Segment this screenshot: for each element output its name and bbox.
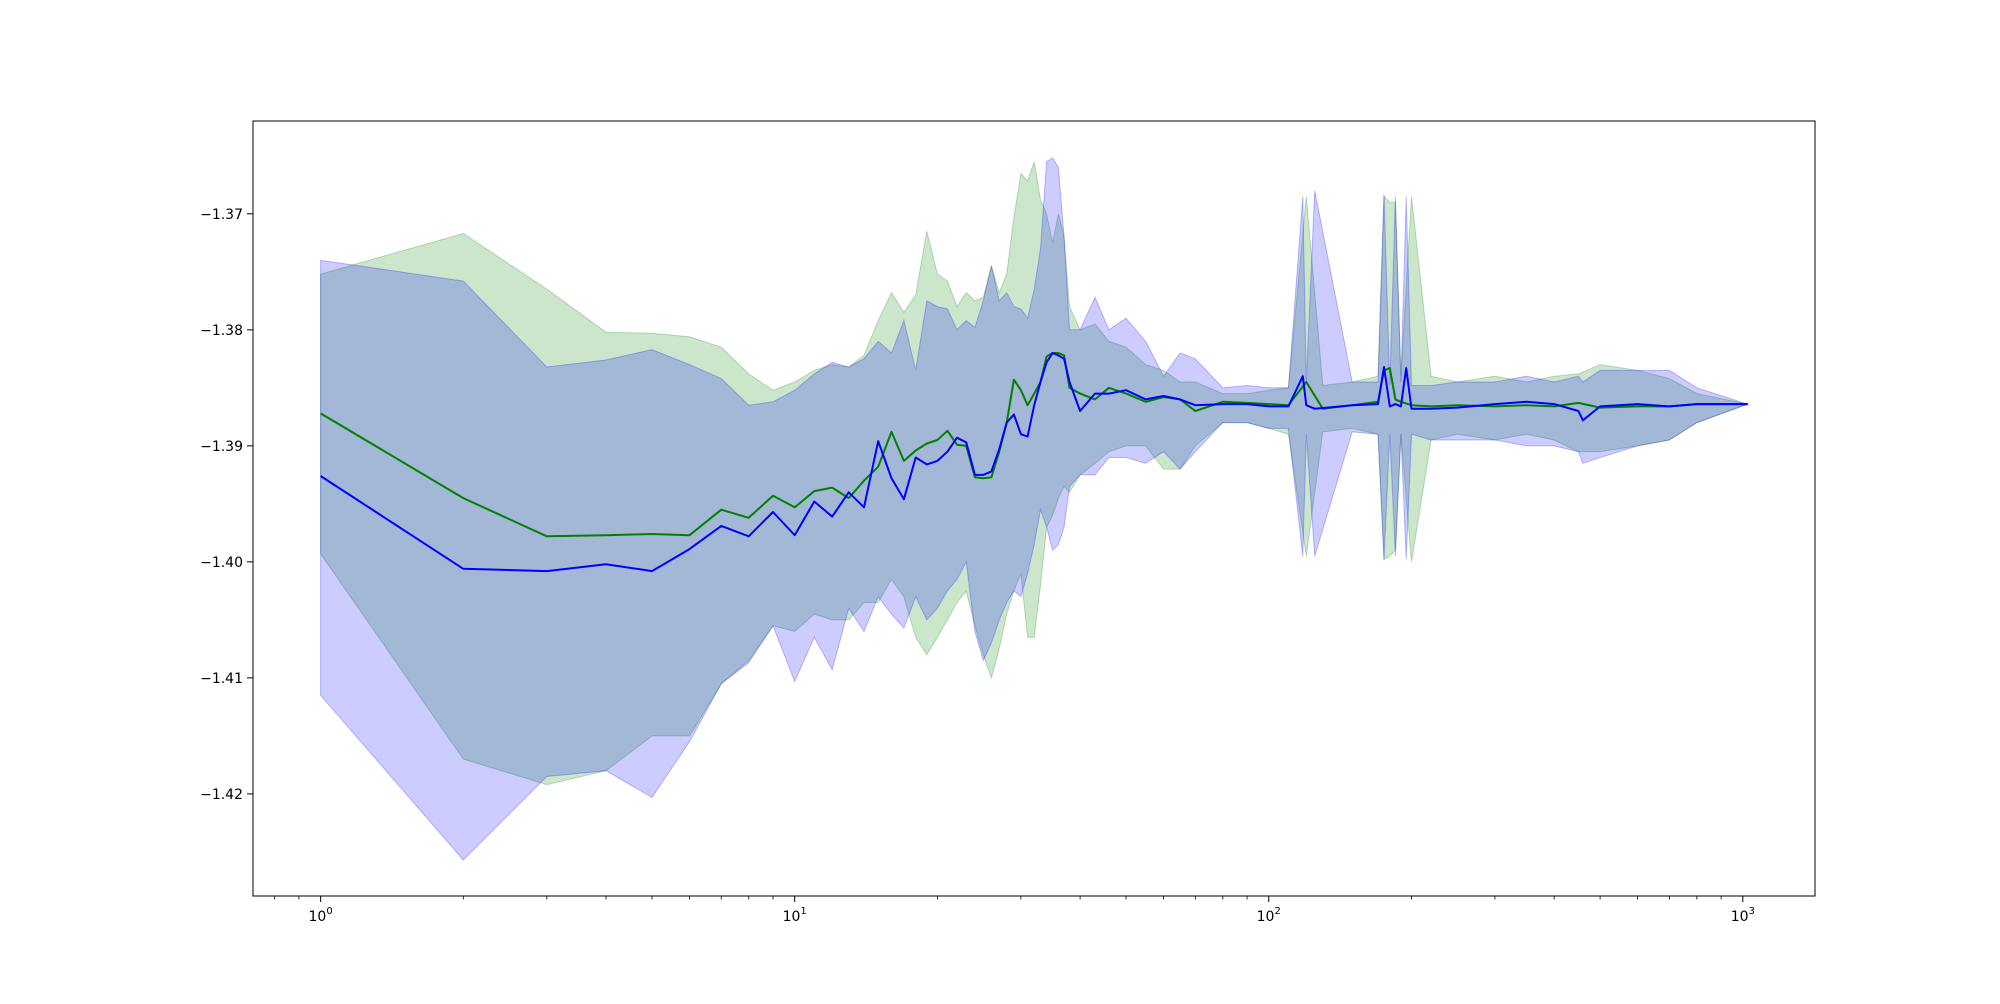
lines-layer (320, 352, 1748, 573)
y-axis: −1.37 −1.38 −1.39 −1.40 −1.41 −1.42 (200, 207, 253, 803)
x-tick-label-0: 100 (309, 906, 333, 925)
series-0-line (320, 352, 1748, 538)
y-tick-label-3: −1.40 (200, 555, 243, 571)
series-1-band (320, 157, 1750, 861)
plot-frame (252, 120, 1816, 897)
y-tick-label-0: −1.37 (200, 207, 243, 223)
y-tick-label-2: −1.39 (200, 439, 243, 455)
y-tick-label-5: −1.42 (200, 787, 243, 803)
x-tick-label-3: 103 (1731, 906, 1755, 925)
y-tick-label-4: −1.41 (200, 671, 243, 687)
x-axis: 100 101 102 103 (274, 896, 1755, 925)
bands-layer (320, 157, 1750, 861)
y-tick-label-1: −1.38 (200, 323, 243, 339)
x-tick-label-1: 101 (783, 906, 807, 925)
x-tick-label-2: 102 (1257, 906, 1281, 925)
series-1-line (320, 352, 1748, 573)
series-0-band (320, 161, 1750, 786)
